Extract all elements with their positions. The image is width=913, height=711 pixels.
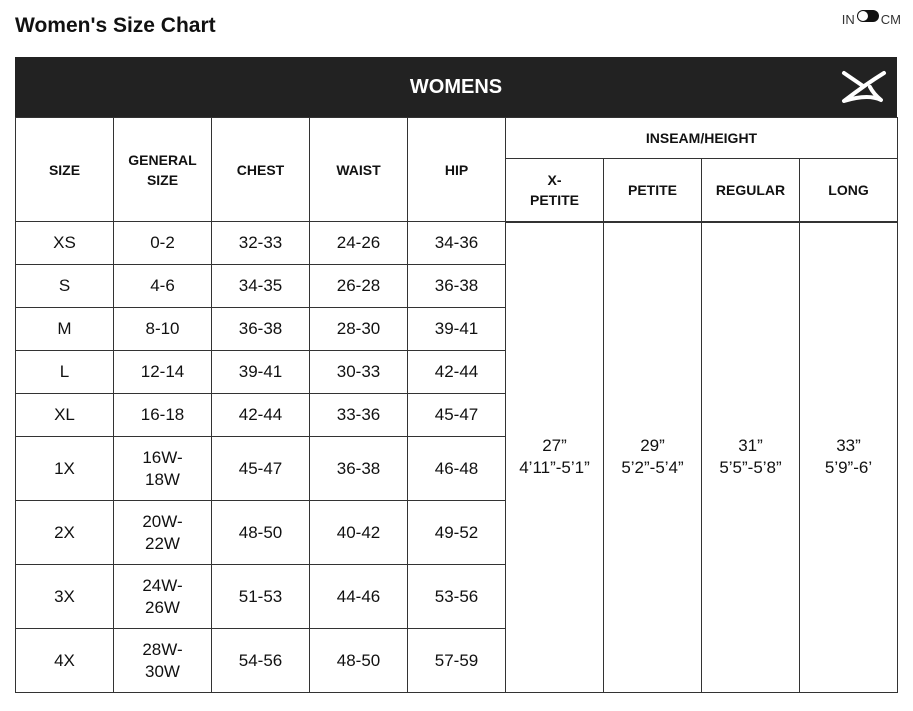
cell-size: 3X xyxy=(15,564,114,629)
cell-size: 2X xyxy=(15,500,114,565)
unit-toggle[interactable] xyxy=(856,9,879,22)
cell-general-size: 12-14 xyxy=(113,350,212,394)
cell-chest: 39-41 xyxy=(211,350,310,394)
cell-inseam-height: 33” 5’9”-6’ xyxy=(799,221,898,693)
cell-general-size: 16-18 xyxy=(113,393,212,437)
cell-chest: 48-50 xyxy=(211,500,310,565)
cell-size: M xyxy=(15,307,114,351)
cell-chest: 45-47 xyxy=(211,436,310,501)
unit-cm-label[interactable]: CM xyxy=(880,12,901,27)
cell-hip: 42-44 xyxy=(407,350,506,394)
cell-waist: 36-38 xyxy=(309,436,408,501)
table-row: 3X 24W- 26W 51-53 44-46 53-56 xyxy=(15,564,898,629)
header-chest: CHEST xyxy=(211,117,310,222)
cell-hip: 46-48 xyxy=(407,436,506,501)
cell-hip: 36-38 xyxy=(407,264,506,308)
header-inseam-height: INSEAM/HEIGHT xyxy=(505,117,898,159)
cell-hip: 45-47 xyxy=(407,393,506,437)
table-row: S 4-6 34-35 26-28 36-38 xyxy=(15,264,898,308)
cell-general-size: 8-10 xyxy=(113,307,212,351)
cell-general-size: 4-6 xyxy=(113,264,212,308)
table-row: XS 0-2 32-33 24-26 34-36 27” 4’11”-5’1” 29” 5’2”… xyxy=(15,221,898,693)
cell-size: L xyxy=(15,350,114,394)
cell-waist: 26-28 xyxy=(309,264,408,308)
table-row: M 8-10 36-38 28-30 39-41 xyxy=(15,307,898,351)
cell-hip: 34-36 xyxy=(407,221,506,265)
cell-size: 1X xyxy=(15,436,114,501)
header-x-petite: X- PETITE xyxy=(505,158,604,223)
cell-waist: 28-30 xyxy=(309,307,408,351)
cell-hip: 49-52 xyxy=(407,500,506,565)
cell-inseam-height: 29” 5’2”-5’4” xyxy=(603,221,702,693)
cell-chest: 51-53 xyxy=(211,564,310,629)
size-chart-table: SIZE GENERAL SIZE CHEST WAIST HIP INSEAM/… xyxy=(15,117,898,693)
header-hip: HIP xyxy=(407,117,506,222)
cell-hip: 57-59 xyxy=(407,628,506,693)
table-row: L 12-14 39-41 30-33 42-44 xyxy=(15,350,898,394)
page-title: Women's Size Chart xyxy=(15,14,216,37)
table-row: 4X 28W- 30W 54-56 48-50 57-59 xyxy=(15,628,898,693)
header-general-size: GENERAL SIZE xyxy=(113,117,212,222)
cell-inseam-height: 31” 5’5”-5’8” xyxy=(701,221,800,693)
cell-general-size: 20W- 22W xyxy=(113,500,212,565)
table-banner: WOMENS xyxy=(15,57,897,117)
header-petite: PETITE xyxy=(603,158,702,223)
table-row: 2X 20W- 22W 48-50 40-42 49-52 xyxy=(15,500,898,565)
table-row: XL 16-18 42-44 33-36 45-47 xyxy=(15,393,898,437)
cell-general-size: 16W- 18W xyxy=(113,436,212,501)
cell-waist: 40-42 xyxy=(309,500,408,565)
header-size: SIZE xyxy=(15,117,114,222)
cell-waist: 33-36 xyxy=(309,393,408,437)
x-logo-icon xyxy=(842,71,886,103)
cell-size: XL xyxy=(15,393,114,437)
header-long: LONG xyxy=(799,158,898,223)
cell-chest: 54-56 xyxy=(211,628,310,693)
cell-waist: 48-50 xyxy=(309,628,408,693)
cell-waist: 44-46 xyxy=(309,564,408,629)
header-waist: WAIST xyxy=(309,117,408,222)
cell-chest: 34-35 xyxy=(211,264,310,308)
unit-switch: IN CM xyxy=(841,9,901,27)
cell-size: 4X xyxy=(15,628,114,693)
cell-waist: 30-33 xyxy=(309,350,408,394)
cell-general-size: 0-2 xyxy=(113,221,212,265)
banner-title: WOMENS xyxy=(409,75,503,98)
cell-chest: 36-38 xyxy=(211,307,310,351)
cell-hip: 39-41 xyxy=(407,307,506,351)
cell-chest: 42-44 xyxy=(211,393,310,437)
cell-general-size: 28W- 30W xyxy=(113,628,212,693)
cell-waist: 24-26 xyxy=(309,221,408,265)
header-regular: REGULAR xyxy=(701,158,800,223)
cell-hip: 53-56 xyxy=(407,564,506,629)
cell-size: XS xyxy=(15,221,114,265)
unit-in-label[interactable]: IN xyxy=(841,12,855,27)
cell-general-size: 24W- 26W xyxy=(113,564,212,629)
cell-chest: 32-33 xyxy=(211,221,310,265)
cell-size: S xyxy=(15,264,114,308)
cell-inseam-height: 27” 4’11”-5’1” xyxy=(505,221,604,693)
